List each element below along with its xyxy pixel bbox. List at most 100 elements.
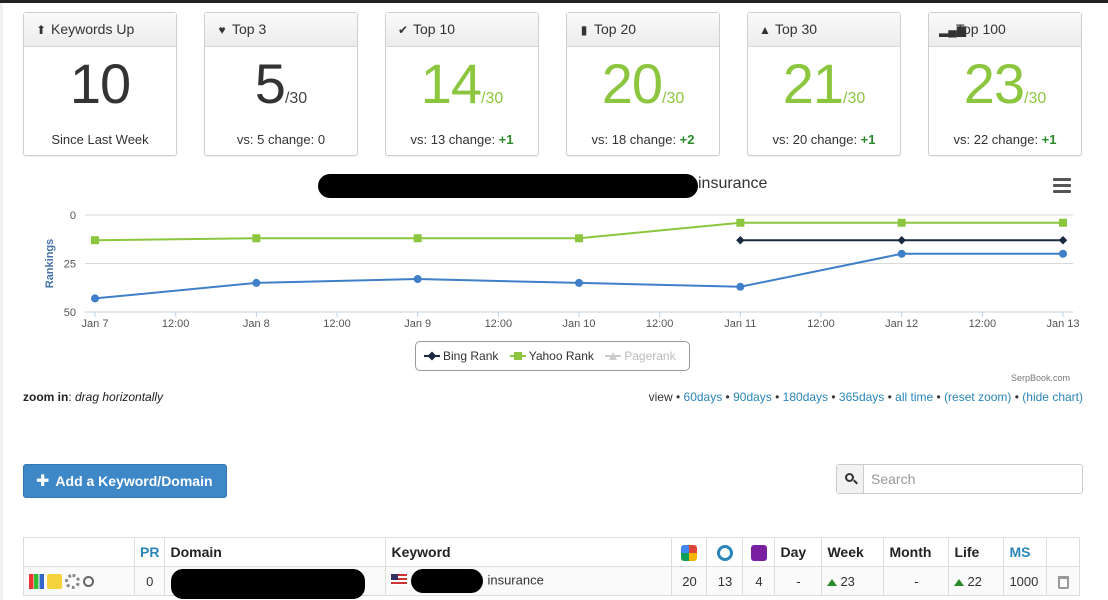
- check-icon: ✔: [397, 23, 409, 37]
- data-point: [1059, 218, 1067, 227]
- col-google[interactable]: [671, 537, 708, 567]
- chart-legend: Bing Rank Yahoo Rank Pagerank: [415, 341, 690, 371]
- y-tick-label: 0: [70, 210, 76, 222]
- col-yahoo[interactable]: [742, 537, 776, 567]
- stat-card-value: 23/30: [929, 53, 1081, 115]
- search-box: [836, 464, 1083, 494]
- stat-card-value: 10: [24, 53, 176, 115]
- col-delete: [1046, 537, 1081, 567]
- signal-icon: ▂▄▆: [939, 23, 966, 37]
- row-domain[interactable]: [164, 566, 387, 599]
- stat-card-footer: vs: 5 change: 0: [236, 132, 326, 147]
- col-life[interactable]: Life: [948, 537, 1005, 567]
- col-month[interactable]: Month: [883, 537, 950, 567]
- stat-denominator: /30: [284, 90, 308, 107]
- legend-bing[interactable]: Bing Rank: [424, 342, 498, 370]
- col-day[interactable]: Day: [774, 537, 823, 567]
- add-keyword-button[interactable]: ✚ Add a Keyword/Domain: [23, 464, 227, 498]
- stat-card-value: 5/30: [205, 53, 357, 115]
- stat-value: 23: [963, 52, 1025, 115]
- view-link-1[interactable]: 90days: [733, 390, 772, 404]
- x-tick-label: 12:00: [646, 318, 674, 330]
- chart-icon[interactable]: [29, 574, 44, 590]
- stat-card-footer: vs: 22 change: +1: [953, 132, 1057, 147]
- stat-card-value: 14/30: [386, 53, 538, 115]
- table-header-row: PR Domain Keyword Day Week Month Life MS: [23, 537, 1081, 567]
- stat-card-header: ▂▄▆Top 100: [929, 13, 1081, 47]
- row-keyword[interactable]: insurance: [385, 566, 673, 596]
- row-day: -: [774, 566, 823, 596]
- data-point: [575, 234, 583, 243]
- stat-card-value: 20/30: [567, 53, 719, 115]
- stat-card-3: ▮ Top 20 20/30 vs: 18 change: +2: [566, 12, 720, 156]
- search-icon[interactable]: [837, 465, 864, 493]
- stat-card-value: 21/30: [748, 53, 900, 115]
- col-bing[interactable]: [706, 537, 744, 567]
- col-actions: [23, 537, 135, 567]
- row-google: 20: [671, 566, 708, 596]
- us-flag-icon: [391, 574, 408, 586]
- search-input[interactable]: [865, 465, 1081, 493]
- x-tick-label: Jan 8: [243, 318, 270, 330]
- stat-change: +1: [860, 132, 876, 147]
- up-arrow-icon: [954, 578, 965, 586]
- up-arrow-icon: [827, 578, 838, 586]
- data-point: [736, 282, 745, 291]
- zoom-hint: zoom in: drag horizontally: [23, 390, 164, 404]
- stat-card-header: ♥ Top 3: [205, 13, 357, 47]
- chart-menu-icon[interactable]: [1053, 178, 1071, 194]
- data-point: [252, 234, 261, 243]
- stat-change: +1: [1041, 132, 1057, 147]
- data-point: [575, 278, 583, 287]
- rankings-chart[interactable]: 0 25 50 Rankings Jan 7 12:00 Jan 8 12:00 Jan 9 12…: [0, 200, 1108, 340]
- data-point: [413, 234, 422, 243]
- view-link-4[interactable]: all time: [895, 390, 934, 404]
- stat-denominator: /30: [481, 90, 504, 107]
- stat-card-title: Top 30: [775, 21, 818, 37]
- note-icon[interactable]: [47, 574, 62, 590]
- stat-card-title: Top 100: [956, 21, 1006, 37]
- stat-value: 5: [254, 52, 286, 115]
- stat-change: +1: [498, 132, 514, 147]
- view-link-5[interactable]: (reset zoom): [944, 390, 1012, 404]
- x-tick-label: 12:00: [485, 318, 513, 330]
- legend-yahoo[interactable]: Yahoo Rank: [509, 342, 594, 370]
- stat-denominator: /30: [662, 90, 685, 107]
- gear-icon[interactable]: [65, 574, 80, 590]
- chart-credit[interactable]: SerpBook.com: [1011, 373, 1071, 383]
- view-link-2[interactable]: 180days: [782, 390, 829, 404]
- x-tick-label: 12:00: [807, 318, 835, 330]
- redacted-domain-cell: [171, 569, 366, 599]
- row-pr: 0: [133, 566, 166, 596]
- stat-card-footer: vs: 18 change: +2: [591, 132, 695, 147]
- col-domain[interactable]: Domain: [164, 537, 387, 567]
- magnifier-icon[interactable]: [83, 576, 94, 588]
- view-link-0[interactable]: 60days: [683, 390, 723, 404]
- data-point: [897, 249, 906, 258]
- stat-card-2: ✔ Top 10 14/30 vs: 13 change: +1: [385, 12, 539, 156]
- col-ms[interactable]: MS: [1003, 537, 1048, 567]
- left-edge: [0, 3, 3, 600]
- stat-value: 10: [69, 52, 131, 115]
- view-link-3[interactable]: 365days: [838, 390, 885, 404]
- legend-pagerank[interactable]: Pagerank: [605, 342, 676, 370]
- stat-card-title: Top 20: [594, 21, 637, 37]
- col-week[interactable]: Week: [821, 537, 885, 567]
- stat-card-footer: vs: 20 change: +1: [772, 132, 876, 147]
- stat-card-5: ▂▄▆Top 100 23/30 vs: 22 change: +1: [928, 12, 1082, 156]
- row-delete[interactable]: [1046, 566, 1081, 596]
- view-link-6[interactable]: (hide chart): [1022, 390, 1083, 404]
- row-actions: [23, 566, 135, 596]
- x-tick-label: 12:00: [323, 318, 351, 330]
- x-tick-label: Jan 12: [885, 318, 918, 330]
- road-icon: ▲: [759, 23, 771, 37]
- stat-change: +2: [679, 132, 695, 147]
- keyword-table: PR Domain Keyword Day Week Month Life MS…: [23, 537, 1081, 599]
- col-pr[interactable]: PR: [133, 537, 166, 567]
- col-keyword[interactable]: Keyword: [385, 537, 673, 567]
- row-week: 23: [821, 566, 885, 596]
- redacted-domain: [318, 174, 698, 198]
- stat-card-footer: vs: 13 change: +1: [410, 132, 514, 147]
- y-tick-label: 25: [64, 259, 76, 271]
- data-point: [897, 218, 906, 227]
